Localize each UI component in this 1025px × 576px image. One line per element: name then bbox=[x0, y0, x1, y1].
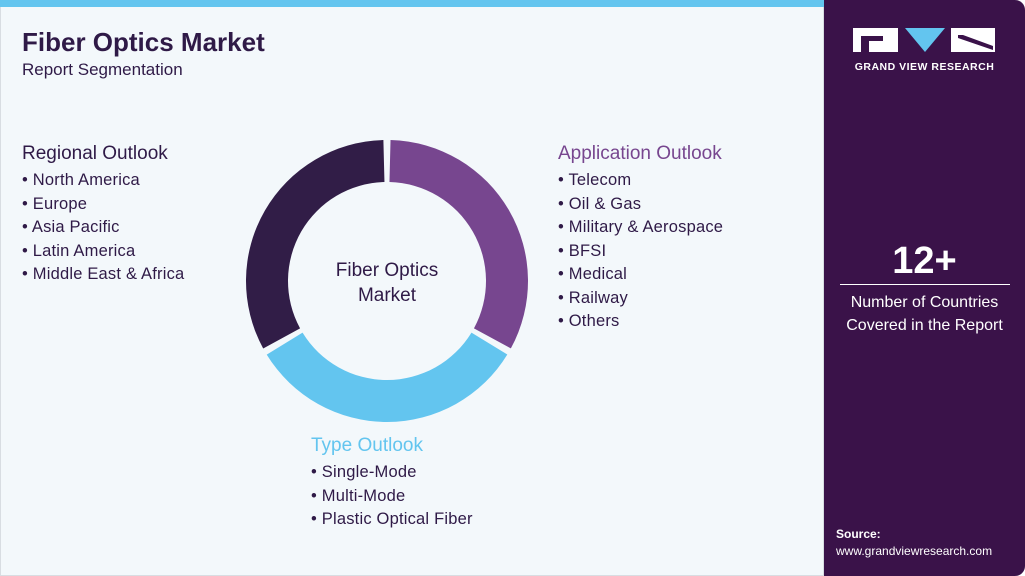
donut-segment-1 bbox=[266, 332, 508, 422]
list-item: Asia Pacific bbox=[22, 216, 184, 240]
list-item: Single-Mode bbox=[311, 461, 473, 485]
list-item: Europe bbox=[22, 193, 184, 217]
list-item: Military & Aerospace bbox=[558, 216, 723, 240]
list-item: Middle East & Africa bbox=[22, 263, 184, 287]
caption-line-2: Covered in the Report bbox=[846, 317, 1003, 334]
donut-segment-2 bbox=[245, 140, 385, 349]
sidebar bbox=[824, 0, 1025, 576]
page-title: Fiber Optics Market bbox=[22, 27, 265, 57]
list-item: BFSI bbox=[558, 240, 723, 264]
divider bbox=[840, 284, 1010, 285]
application-outlook: Application Outlook Telecom Oil & Gas Mi… bbox=[558, 143, 723, 334]
regional-heading: Regional Outlook bbox=[22, 143, 168, 164]
grand-view-research-logo bbox=[853, 28, 995, 52]
list-item: Multi-Mode bbox=[311, 485, 473, 509]
donut-segment-0 bbox=[389, 140, 528, 349]
list-item: Plastic Optical Fiber bbox=[311, 508, 473, 532]
donut-center-label: Fiber Optics Market bbox=[307, 258, 467, 308]
countries-stat: 12+ bbox=[892, 240, 957, 282]
source-url[interactable]: www.grandviewresearch.com bbox=[836, 544, 993, 558]
top-accent-bar bbox=[0, 0, 824, 7]
application-heading: Application Outlook bbox=[558, 143, 722, 164]
list-item: Medical bbox=[558, 263, 723, 287]
list-item: Others bbox=[558, 310, 723, 334]
type-heading: Type Outlook bbox=[311, 435, 423, 456]
caption-line-1: Number of Countries bbox=[850, 294, 999, 311]
center-line-1: Fiber Optics bbox=[335, 260, 439, 281]
list-item: Telecom bbox=[558, 169, 723, 193]
page-subtitle: Report Segmentation bbox=[22, 60, 183, 79]
list-item: Latin America bbox=[22, 240, 184, 264]
regional-outlook: Regional Outlook North America Europe As… bbox=[22, 143, 184, 287]
type-outlook: Type Outlook Single-Mode Multi-Mode Plas… bbox=[311, 435, 473, 532]
list-item: North America bbox=[22, 169, 184, 193]
logo-v bbox=[905, 28, 945, 52]
source: Source: www.grandviewresearch.com bbox=[836, 526, 992, 560]
stat-caption: Number of Countries Covered in the Report bbox=[824, 291, 1025, 337]
list-item: Railway bbox=[558, 287, 723, 311]
center-line-2: Market bbox=[357, 285, 417, 306]
list-item: Oil & Gas bbox=[558, 193, 723, 217]
logo-r bbox=[951, 28, 995, 52]
logo-g bbox=[853, 28, 898, 52]
brand-name: GRAND VIEW RESEARCH bbox=[854, 61, 995, 73]
source-label: Source: bbox=[836, 527, 881, 541]
